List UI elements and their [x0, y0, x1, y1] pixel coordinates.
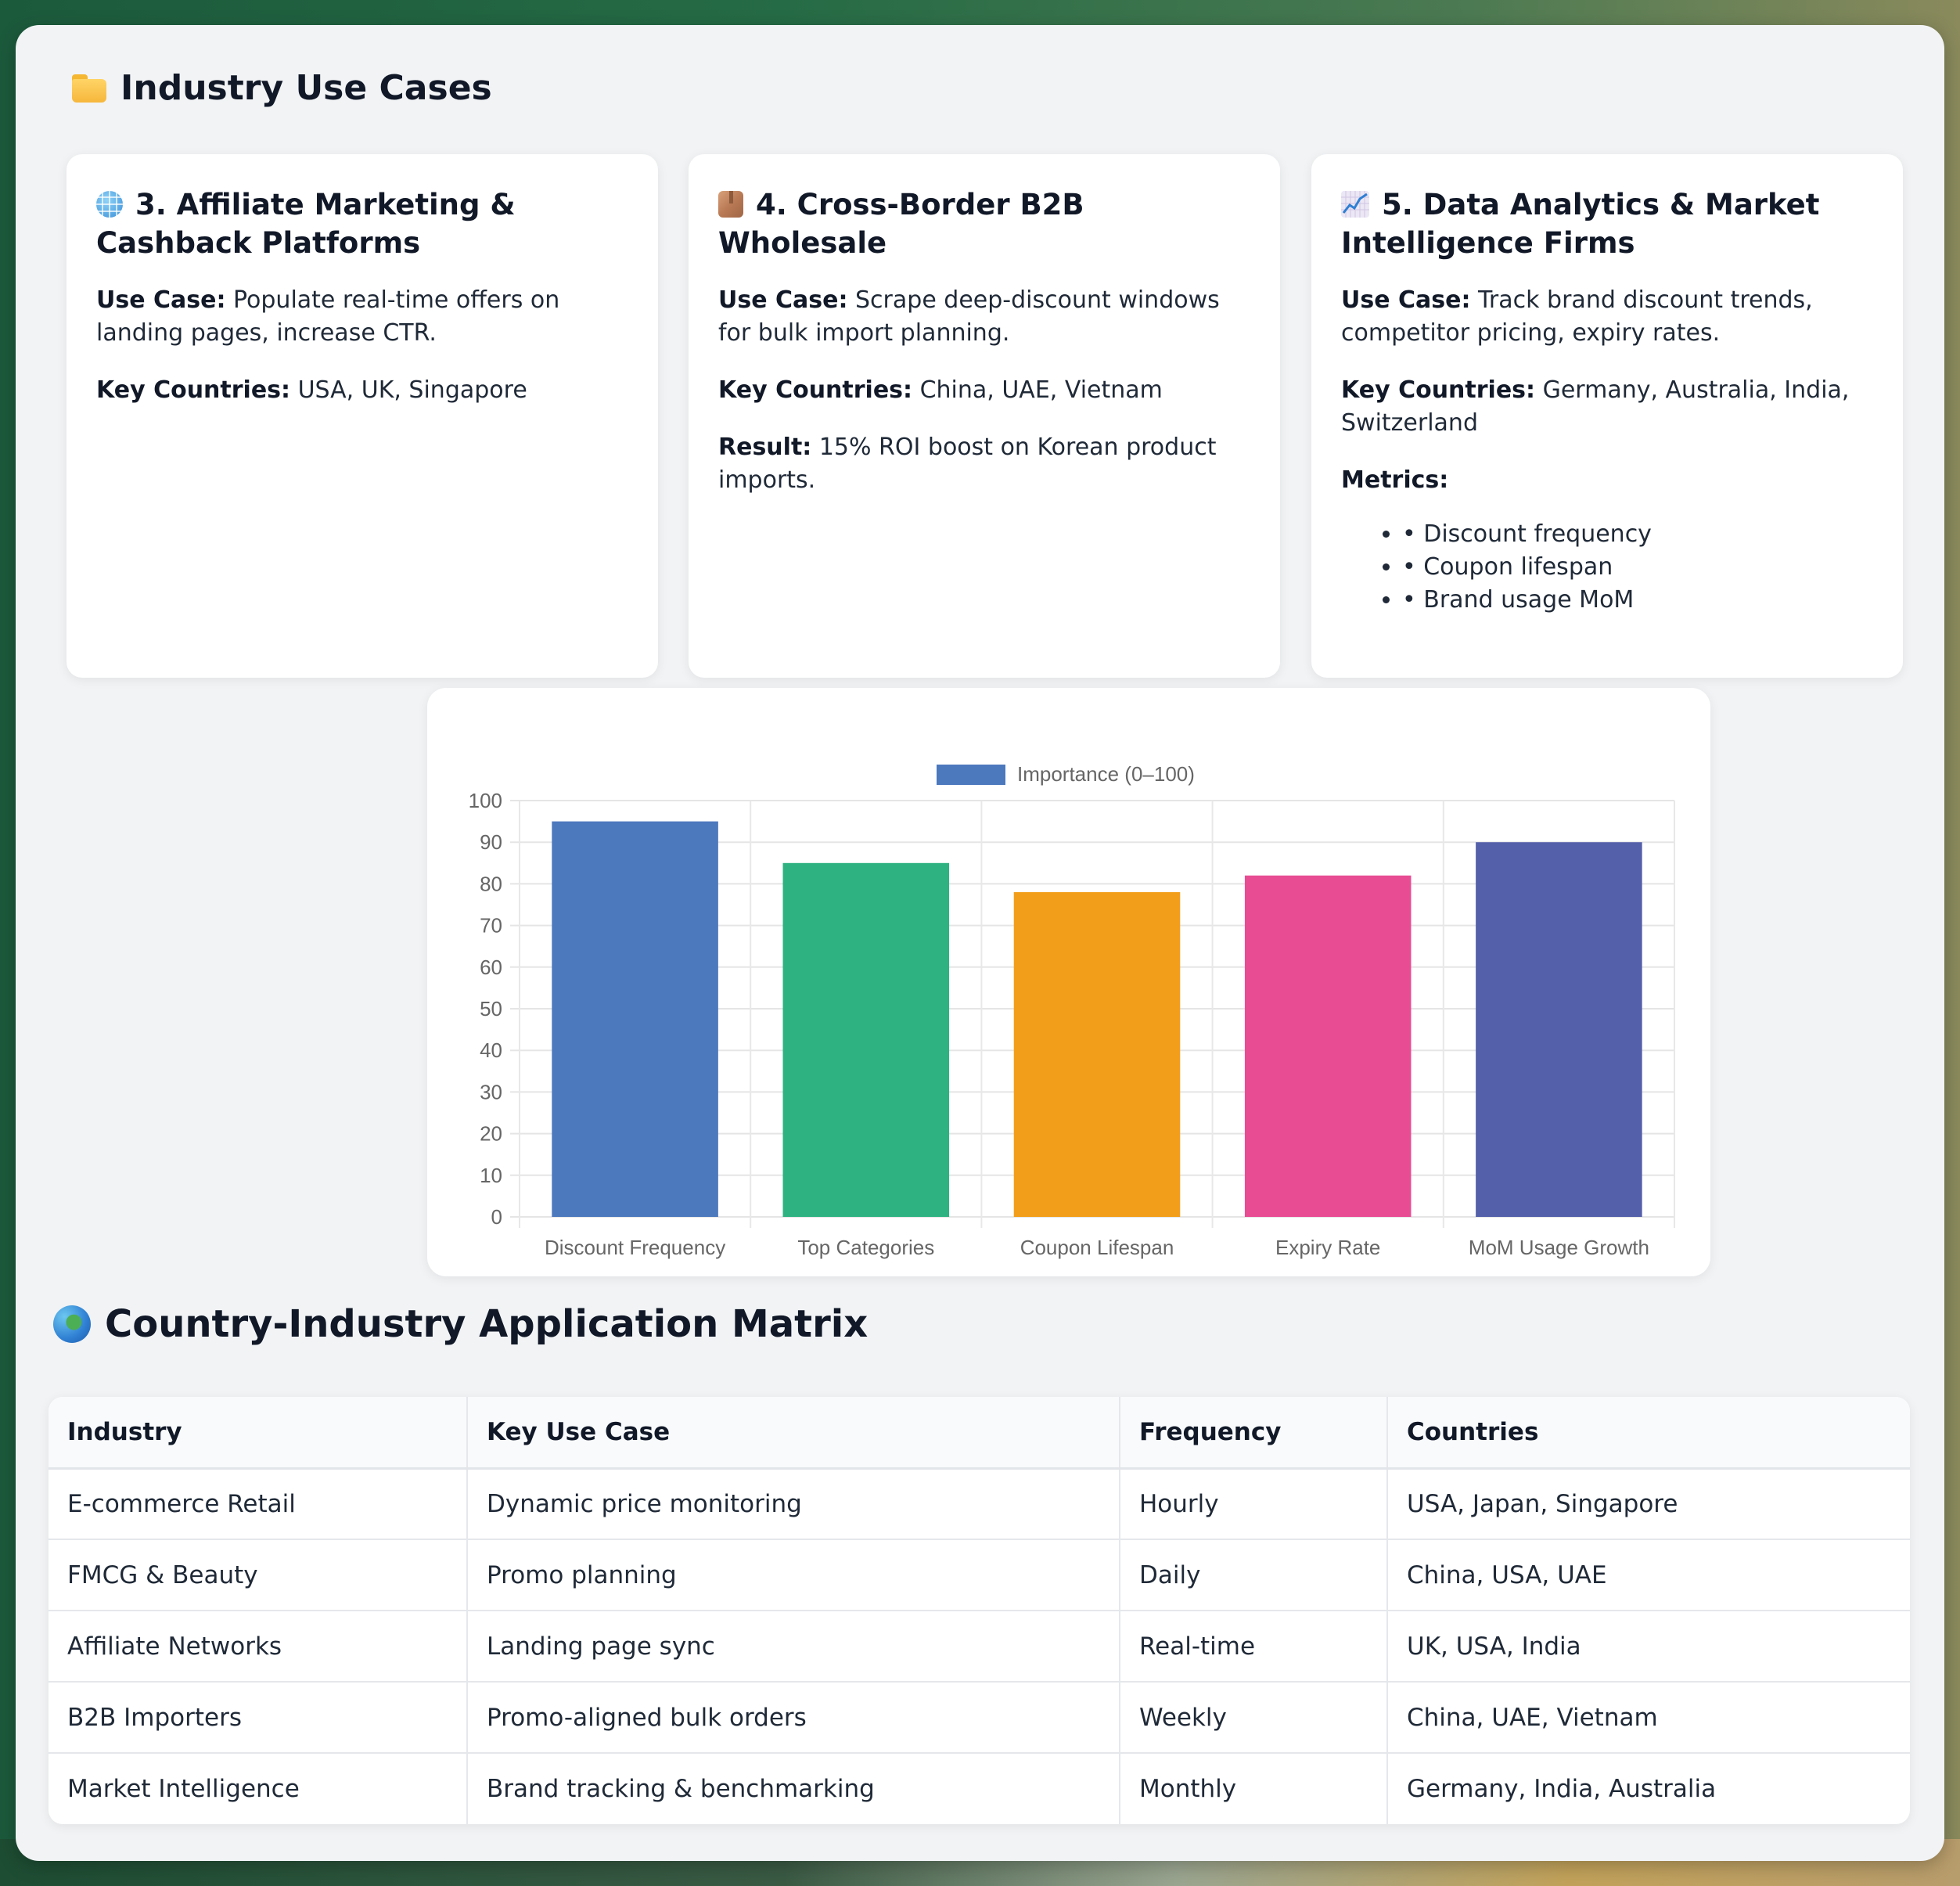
cell-countries: USA, Japan, Singapore	[1387, 1468, 1910, 1540]
cell-industry: Market Intelligence	[49, 1753, 468, 1824]
y-tick-label: 100	[469, 789, 502, 812]
column-header-countries: Countries	[1387, 1397, 1910, 1470]
cell-frequency: Hourly	[1120, 1468, 1388, 1540]
chart-canvas: 0 10 20 30 40 50 60 70 80 90 100 Discount Frequency…	[469, 762, 1675, 1259]
card-countries: Key Countries: USA, UK, Singapore	[96, 376, 527, 404]
cell-frequency: Real-time	[1120, 1611, 1388, 1683]
card-title: 4. Cross-Border B2B Wholesale	[718, 188, 1084, 260]
bar[interactable]	[1013, 892, 1181, 1217]
legend-label[interactable]: Importance (0–100)	[1017, 762, 1195, 786]
metric-item: • Discount frequency	[1402, 518, 1873, 551]
column-header-frequency: Frequency	[1120, 1397, 1388, 1470]
cell-industry: E-commerce Retail	[49, 1468, 468, 1540]
cell-frequency: Daily	[1120, 1539, 1388, 1611]
use-cases-title: Industry Use Cases	[120, 68, 492, 108]
card-use-case: Use Case: Populate real-time offers on l…	[96, 286, 560, 347]
y-tick-label: 10	[480, 1164, 502, 1187]
y-tick-label: 40	[480, 1038, 502, 1062]
cell-industry: B2B Importers	[49, 1682, 468, 1754]
cell-use-case: Landing page sync	[467, 1611, 1120, 1683]
bar[interactable]	[552, 821, 718, 1217]
table-header-row: Industry Key Use Case Frequency Countrie…	[49, 1397, 1910, 1470]
content-panel: Industry Use Cases 3. Affiliate Marketin…	[16, 25, 1944, 1861]
x-tick-label: Discount Frequency	[545, 1236, 725, 1259]
bar[interactable]	[1476, 842, 1642, 1217]
section-heading-matrix: Country-Industry Application Matrix	[53, 1302, 868, 1346]
y-tick-label: 50	[480, 997, 502, 1020]
legend-swatch[interactable]	[937, 765, 1005, 785]
cell-industry: Affiliate Networks	[49, 1611, 468, 1683]
importance-bar-chart: 0 10 20 30 40 50 60 70 80 90 100 Discount Frequency…	[427, 688, 1710, 1276]
table-row: E-commerce Retail Dynamic price monitori…	[49, 1468, 1910, 1540]
x-tick-label: Expiry Rate	[1275, 1236, 1380, 1259]
use-case-card-data-analytics: 5. Data Analytics & Market Intelligence …	[1311, 154, 1903, 678]
table-row: FMCG & Beauty Promo planning Daily China…	[49, 1539, 1910, 1611]
package-icon	[718, 191, 743, 218]
folder-icon	[72, 74, 106, 103]
y-tick-label: 90	[480, 830, 502, 854]
x-tick-label: MoM Usage Growth	[1469, 1236, 1649, 1259]
card-result: Result: 15% ROI boost on Korean product …	[718, 434, 1217, 494]
cell-countries: UK, USA, India	[1387, 1611, 1910, 1683]
metrics-list: • Discount frequency • Coupon lifespan •…	[1341, 518, 1873, 617]
card-use-case: Use Case: Track brand discount trends, c…	[1341, 286, 1813, 347]
cell-use-case: Dynamic price monitoring	[467, 1468, 1120, 1540]
section-heading-use-cases: Industry Use Cases	[72, 68, 492, 108]
cell-frequency: Monthly	[1120, 1753, 1388, 1824]
bar[interactable]	[782, 862, 950, 1217]
chart-increasing-icon	[1341, 191, 1369, 218]
x-tick-label: Top Categories	[797, 1236, 934, 1259]
metric-item: • Coupon lifespan	[1402, 551, 1873, 584]
column-header-industry: Industry	[49, 1397, 468, 1470]
cell-countries: China, UAE, Vietnam	[1387, 1682, 1910, 1754]
y-tick-label: 30	[480, 1080, 502, 1103]
use-case-card-affiliate: 3. Affiliate Marketing & Cashback Platfo…	[67, 154, 658, 678]
card-countries: Key Countries: Germany, Australia, India…	[1341, 376, 1850, 437]
y-tick-label: 70	[480, 914, 502, 938]
table-row: Affiliate Networks Landing page sync Rea…	[49, 1611, 1910, 1683]
card-metrics-label: Metrics:	[1341, 466, 1449, 494]
column-header-key-use-case: Key Use Case	[467, 1397, 1120, 1470]
cell-industry: FMCG & Beauty	[49, 1539, 468, 1611]
cell-use-case: Brand tracking & benchmarking	[467, 1753, 1120, 1824]
y-tick-label: 80	[480, 872, 502, 895]
y-tick-label: 20	[480, 1122, 502, 1146]
card-use-case: Use Case: Scrape deep-discount windows f…	[718, 286, 1220, 347]
cell-countries: China, USA, UAE	[1387, 1539, 1910, 1611]
y-tick-label: 0	[491, 1205, 502, 1229]
bar[interactable]	[1244, 875, 1412, 1217]
table-row: B2B Importers Promo-aligned bulk orders …	[49, 1682, 1910, 1754]
card-title: 5. Data Analytics & Market Intelligence …	[1341, 188, 1820, 260]
table-row: Market Intelligence Brand tracking & ben…	[49, 1753, 1910, 1824]
globe-icon	[53, 1305, 91, 1343]
application-matrix-table: Industry Key Use Case Frequency Countrie…	[49, 1397, 1910, 1824]
metric-item: • Brand usage MoM	[1402, 584, 1873, 617]
use-case-card-b2b-wholesale: 4. Cross-Border B2B Wholesale Use Case: …	[689, 154, 1280, 678]
x-tick-label: Coupon Lifespan	[1020, 1236, 1174, 1259]
globe-with-meridians-icon	[96, 191, 123, 218]
cell-use-case: Promo planning	[467, 1539, 1120, 1611]
cell-use-case: Promo-aligned bulk orders	[467, 1682, 1120, 1754]
card-title: 3. Affiliate Marketing & Cashback Platfo…	[96, 188, 516, 260]
cell-countries: Germany, India, Australia	[1407, 1775, 1717, 1803]
matrix-title: Country-Industry Application Matrix	[105, 1302, 869, 1346]
cell-frequency: Weekly	[1120, 1682, 1388, 1754]
y-tick-label: 60	[480, 956, 502, 979]
card-countries: Key Countries: China, UAE, Vietnam	[718, 376, 1163, 404]
